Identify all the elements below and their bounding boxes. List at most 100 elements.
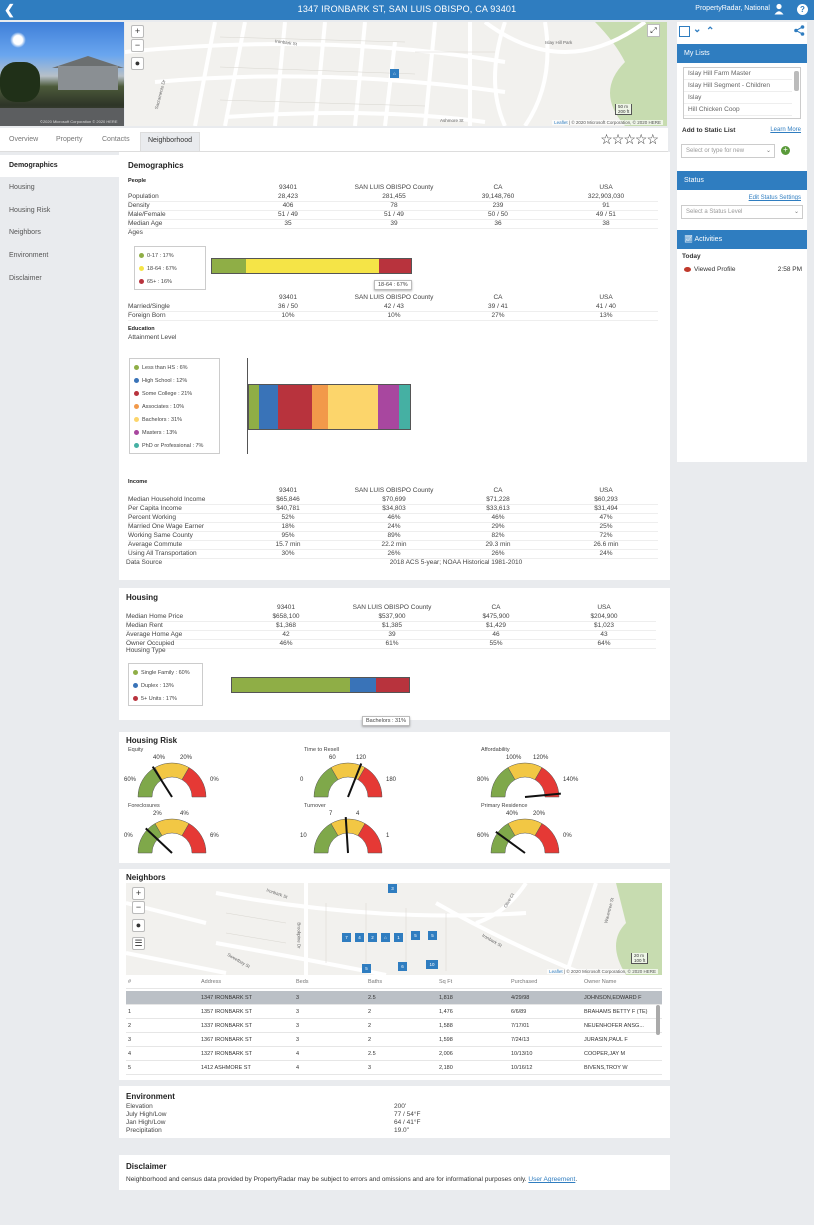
- table-row[interactable]: 3 1367 IRONBARK ST 3 2 1,598 7/24/13 JURASIN,P…: [126, 1033, 662, 1047]
- learn-more-link[interactable]: Learn More: [770, 127, 801, 133]
- bar-segment[interactable]: [212, 259, 246, 273]
- table-cell: 1347 IRONBARK ST: [201, 995, 253, 1001]
- home-pin-icon[interactable]: ⌂: [390, 69, 399, 78]
- legend-item[interactable]: 5+ Units : 17%: [133, 693, 198, 706]
- bar-segment[interactable]: [377, 385, 399, 429]
- legend-item[interactable]: PhD or Professional : 7%: [134, 440, 215, 453]
- bar-segment[interactable]: [350, 678, 376, 692]
- nav-housing[interactable]: Housing: [9, 184, 35, 191]
- layers-icon[interactable]: ☰: [132, 937, 145, 950]
- table-cell: 1: [128, 1009, 132, 1015]
- table-cell: 7/24/13: [511, 1037, 530, 1043]
- table-scrollbar[interactable]: [656, 1005, 660, 1035]
- account-name[interactable]: PropertyRadar, National: [695, 5, 770, 12]
- user-agreement-link[interactable]: User Agreement: [528, 1176, 576, 1183]
- neighbor-pin[interactable]: 5: [428, 931, 437, 940]
- bar-segment[interactable]: [277, 385, 312, 429]
- neighbor-pin[interactable]: 1: [394, 933, 403, 942]
- user-icon[interactable]: [774, 3, 784, 15]
- globe-icon[interactable]: ●: [132, 919, 145, 932]
- add-list-icon[interactable]: +: [781, 146, 790, 155]
- list-item[interactable]: Islay: [684, 92, 792, 104]
- list-item[interactable]: Hill Chicken Coop: [684, 104, 792, 116]
- property-map[interactable]: Islay Hill Park Ironbark St Sacramento D…: [125, 22, 667, 126]
- table-row[interactable]: 1 1357 IRONBARK ST 3 2 1,476 6/6/89 BRAHAMS BE…: [126, 1005, 662, 1019]
- neighbor-pin[interactable]: 5: [362, 964, 371, 973]
- legend-item[interactable]: Some College : 21%: [134, 388, 215, 401]
- bar-segment[interactable]: [311, 385, 328, 429]
- legend-item[interactable]: Masters : 13%: [134, 427, 215, 440]
- nav-neighbors[interactable]: Neighbors: [9, 229, 41, 236]
- neighbors-map[interactable]: Ironbark St Brookpine Dr Sweetbay St Oli…: [126, 883, 662, 975]
- neighbor-pin[interactable]: 5: [411, 931, 420, 940]
- table-row[interactable]: 2 1337 IRONBARK ST 3 2 1,588 7/17/01 NEUENHOFE…: [126, 1019, 662, 1033]
- neighbor-pin[interactable]: 4: [355, 933, 364, 942]
- back-chevron-icon[interactable]: ❮: [4, 2, 15, 17]
- neighbor-pin[interactable]: 2: [368, 933, 377, 942]
- tab-overview[interactable]: Overview: [9, 136, 39, 143]
- help-icon[interactable]: ?: [797, 4, 808, 15]
- bar-segment[interactable]: [379, 259, 411, 273]
- tab-neighborhood[interactable]: Neighborhood: [140, 132, 200, 151]
- bar-segment[interactable]: [258, 385, 278, 429]
- demographics-card: Demographics People 93401 SAN LUIS OBISPO…: [119, 152, 670, 580]
- tab-property[interactable]: Property: [56, 136, 83, 143]
- ages-bar[interactable]: [211, 258, 412, 274]
- house-roof: [52, 56, 124, 68]
- nav-demographics[interactable]: Demographics: [0, 155, 120, 177]
- globe-icon[interactable]: ●: [131, 57, 144, 70]
- list-scrollbar[interactable]: [794, 71, 799, 91]
- share-icon[interactable]: [794, 25, 805, 36]
- nav-housing-risk[interactable]: Housing Risk: [9, 207, 51, 214]
- nav-disclaimer[interactable]: Disclaimer: [9, 275, 42, 282]
- chevron-down-icon[interactable]: ⌄: [693, 24, 702, 35]
- legend-item[interactable]: Less than HS : 6%: [134, 362, 215, 375]
- leaflet-link[interactable]: Leaflet: [549, 969, 563, 974]
- neighbor-pin[interactable]: 10: [426, 960, 438, 969]
- legend-item[interactable]: 18-64 : 67%: [139, 263, 201, 276]
- legend-item[interactable]: Associates : 10%: [134, 401, 215, 414]
- list-item[interactable]: Islay Hill Segment - Children: [684, 80, 792, 92]
- legend-item[interactable]: Single Family : 60%: [133, 667, 198, 680]
- street-view-photo[interactable]: ©2020 Microsoft Corporation © 2020 HERE: [0, 22, 124, 126]
- legend-item[interactable]: Bachelors : 31%: [134, 414, 215, 427]
- legend-item[interactable]: Duplex : 13%: [133, 680, 198, 693]
- legend-item[interactable]: High School : 12%: [134, 375, 215, 388]
- bar-segment[interactable]: [245, 259, 380, 273]
- education-bar[interactable]: [248, 384, 411, 430]
- list-item[interactable]: Islay Hill Farm Master: [684, 68, 792, 80]
- legend-item[interactable]: 65+ : 16%: [139, 276, 201, 289]
- gauge-tick: 80%: [477, 777, 490, 783]
- legend-item[interactable]: 0-17 : 17%: [139, 250, 201, 263]
- neighbor-pin[interactable]: 3: [388, 884, 397, 893]
- fullscreen-icon[interactable]: ⤢: [647, 24, 660, 37]
- housing-type-bar[interactable]: [231, 677, 410, 693]
- rating-stars[interactable]: ☆☆☆☆☆: [600, 131, 659, 147]
- bar-segment[interactable]: [398, 385, 410, 429]
- edit-status-settings-link[interactable]: Edit Status Settings: [748, 195, 801, 201]
- zoom-out-icon[interactable]: −: [131, 39, 144, 52]
- gauge-label: Affordability: [481, 747, 510, 753]
- bar-segment[interactable]: [249, 385, 259, 429]
- select-checkbox[interactable]: [679, 26, 690, 37]
- bar-segment[interactable]: [375, 678, 409, 692]
- tab-contacts[interactable]: Contacts: [102, 136, 130, 143]
- zoom-in-icon[interactable]: +: [131, 25, 144, 38]
- neighbor-pin[interactable]: 7: [342, 933, 351, 942]
- status-select[interactable]: Select a Status Level ⌄: [681, 205, 803, 219]
- leaflet-link[interactable]: Leaflet: [554, 120, 568, 125]
- my-lists-header[interactable]: My Lists: [677, 44, 807, 63]
- table-row[interactable]: 4 1327 IRONBARK ST 4 2.5 2,006 10/13/10 COOPER…: [126, 1047, 662, 1061]
- neighbor-pin[interactable]: 6: [398, 962, 407, 971]
- table-row[interactable]: 1347 IRONBARK ST 3 2.5 1,818 4/29/98 JOHNSON,…: [126, 991, 662, 1005]
- zoom-out-icon[interactable]: −: [132, 901, 145, 914]
- chevron-up-icon[interactable]: ⌃: [706, 26, 715, 37]
- my-lists-box[interactable]: Islay Hill Farm Master Islay Hill Segmen…: [683, 67, 801, 119]
- zoom-in-icon[interactable]: +: [132, 887, 145, 900]
- bar-segment[interactable]: [327, 385, 378, 429]
- static-list-select[interactable]: Select or type for new ⌄: [681, 144, 775, 158]
- home-pin-icon[interactable]: ⌂: [381, 933, 390, 942]
- bar-segment[interactable]: [232, 678, 350, 692]
- nav-environment[interactable]: Environment: [9, 252, 49, 259]
- table-row[interactable]: 5 1412 ASHMORE ST 4 3 2,180 10/16/12 BIVENS,TR…: [126, 1061, 662, 1075]
